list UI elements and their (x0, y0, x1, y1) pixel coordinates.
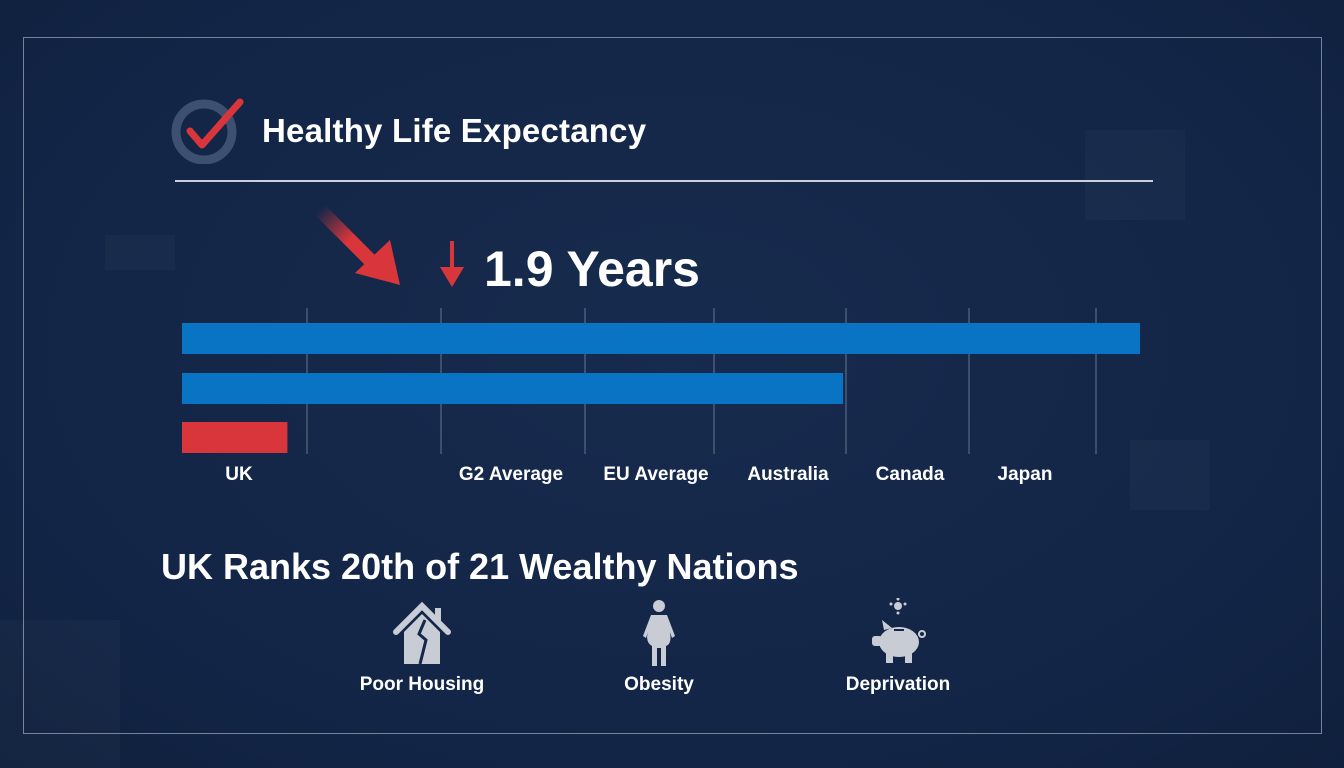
page-title: Healthy Life Expectancy (262, 112, 647, 149)
cause-obesity: Obesity (579, 598, 739, 696)
tick-label: Japan (997, 464, 1053, 485)
tick-label: Australia (747, 464, 829, 485)
down-arrow-icon (440, 241, 464, 287)
cause-label: Obesity (624, 674, 694, 695)
headline: UK Ranks 20th of 21 Wealthy Nations (161, 546, 799, 587)
cause-label: Poor Housing (359, 674, 485, 695)
divider (175, 180, 1153, 182)
checkmark-icon (171, 98, 244, 164)
cause-label: Deprivation (845, 674, 951, 695)
stat-value: 1.9 Years (484, 241, 700, 297)
cause-poor-housing: Poor Housing (342, 598, 502, 696)
content-frame (23, 37, 1322, 734)
tick-label: Canada (875, 464, 945, 485)
bar (182, 422, 288, 453)
tick-label: UK (225, 464, 253, 485)
obese-person-icon (643, 600, 675, 666)
bar (182, 323, 1140, 354)
down-trend-arrow-icon (315, 205, 400, 285)
piggy-bank-icon (872, 598, 926, 663)
bar (182, 373, 844, 404)
cause-deprivation: Deprivation (818, 598, 978, 696)
tick-label: EU Average (603, 464, 709, 485)
tick-label: G2 Average (458, 464, 564, 485)
cracked-house-icon (393, 601, 451, 665)
